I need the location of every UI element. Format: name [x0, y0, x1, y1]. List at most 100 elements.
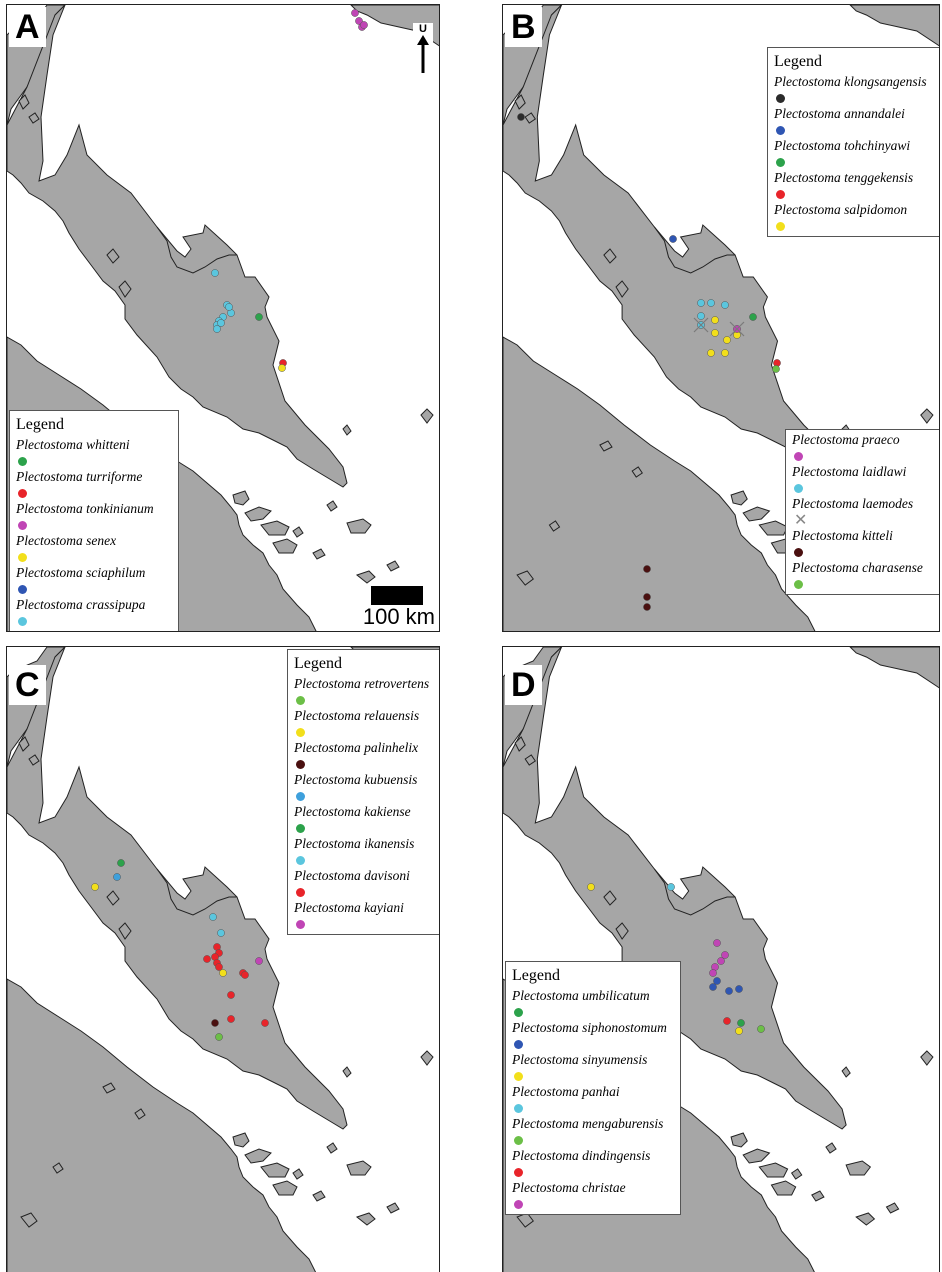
legend-dot-symbol [512, 1004, 674, 1020]
legend-item: Plectostoma davisoni [294, 868, 434, 900]
occurrence-marker [217, 929, 225, 937]
legend-dot-icon [18, 488, 27, 498]
legend-dot-symbol [294, 724, 434, 740]
occurrence-marker [737, 1019, 745, 1027]
occurrence-marker [713, 939, 721, 947]
legend: Legend Plectostoma retrovertens Plectosto… [287, 649, 439, 935]
panel-label: A [9, 7, 46, 47]
land-shape [28, 754, 40, 766]
land-shape [260, 1162, 290, 1178]
legend-dot-icon [296, 759, 305, 769]
land-shape [855, 1212, 876, 1226]
legend-species-name: Plectostoma ikanensis [294, 836, 415, 851]
land-shape [52, 1162, 64, 1174]
land-shape [603, 248, 617, 264]
land-shape [292, 526, 304, 538]
occurrence-marker [711, 316, 719, 324]
north-arrow-icon [417, 35, 429, 73]
land-shape [420, 1050, 434, 1066]
legend-continued: Plectostoma praeco Plectostoma laidlawi Pl… [785, 429, 939, 595]
legend-dot-symbol [294, 820, 434, 836]
legend-item: Plectostoma turriforme [16, 469, 172, 501]
legend-dot-icon [794, 547, 803, 557]
land-shape [355, 570, 376, 584]
legend-dot-symbol [294, 692, 434, 708]
land-shape [920, 408, 934, 424]
land-shape [355, 1212, 376, 1226]
legend-item: Plectostoma siphonostomum [512, 1020, 674, 1052]
border-line [156, 868, 237, 916]
occurrence-marker [757, 1025, 765, 1033]
legend-item: Plectostoma laemodes ✕ [792, 496, 934, 528]
legend-species-name: Plectostoma christae [512, 1180, 626, 1195]
land-shape [18, 736, 30, 752]
occurrence-marker [587, 883, 595, 891]
legend-dot-icon [514, 1135, 523, 1145]
legend-species-name: Plectostoma sciaphilum [16, 565, 146, 580]
legend-dot-icon [514, 1039, 523, 1049]
legend-item: Plectostoma sinyumensis [512, 1052, 674, 1084]
land-shape [350, 5, 439, 47]
occurrence-marker [717, 957, 725, 965]
legend-dot-icon [514, 1103, 523, 1113]
legend-dot-symbol [294, 756, 434, 772]
legend-dot-symbol [16, 581, 172, 597]
occurrence-marker [721, 349, 729, 357]
occurrence-marker [772, 365, 780, 373]
land-shape [244, 1148, 272, 1164]
land-shape [326, 500, 338, 512]
legend-item: Plectostoma kitteli [792, 528, 934, 560]
legend-dot-icon [776, 221, 785, 231]
legend-item: Plectostoma klongsangensis [774, 74, 934, 106]
legend-dot-symbol [16, 613, 172, 629]
legend-item: Plectostoma kubuensis [294, 772, 434, 804]
occurrence-marker [707, 349, 715, 357]
legend-dot-icon [18, 552, 27, 562]
legend-species-name: Plectostoma umbilicatum [512, 988, 650, 1003]
border-line [156, 226, 237, 274]
land-shape [312, 1190, 326, 1202]
land-shape [118, 922, 132, 940]
land-shape [7, 978, 317, 1272]
land-shape [920, 1050, 934, 1066]
legend: Legend Plectostoma whitteni Plectostoma t… [9, 410, 179, 631]
legend-dot-symbol [294, 916, 434, 932]
legend-item: Plectostoma relauensis [294, 708, 434, 740]
legend-species-name: Plectostoma tenggekensis [774, 170, 914, 185]
legend-cross-symbol: ✕ [792, 512, 934, 528]
legend-item: Plectostoma tohchinyawi [774, 138, 934, 170]
legend-title: Legend [16, 416, 64, 433]
occurrence-marker [735, 1027, 743, 1035]
occurrence-marker [669, 235, 677, 243]
occurrence-marker [209, 913, 217, 921]
legend-dot-icon [18, 616, 27, 626]
legend-item: Plectostoma laidlawi [792, 464, 934, 496]
legend-item: Plectostoma dindingensis [512, 1148, 674, 1180]
legend-dot-symbol [16, 453, 172, 469]
occurrence-marker [113, 873, 121, 881]
occurrence-cross-marker [693, 317, 709, 333]
land-shape [885, 1202, 900, 1214]
land-shape [615, 922, 629, 940]
land-shape [232, 1132, 250, 1148]
legend-dot-symbol [792, 544, 934, 560]
occurrence-marker [517, 113, 525, 121]
legend-species-name: Plectostoma panhai [512, 1084, 620, 1099]
legend-dot-icon [794, 483, 803, 493]
land-shape [386, 1202, 400, 1214]
occurrence-marker [203, 955, 211, 963]
legend-item: Plectostoma retrovertens [294, 676, 434, 708]
land-shape [346, 518, 372, 534]
north-arrow: U [413, 23, 433, 78]
legend-item: Plectostoma sciaphilum [16, 565, 172, 597]
legend-dot-icon [776, 93, 785, 103]
legend-dot-icon [296, 823, 305, 833]
occurrence-marker [215, 1033, 223, 1041]
land-shape [260, 520, 290, 536]
occurrence-marker [360, 21, 368, 29]
legend-species-name: Plectostoma relauensis [294, 708, 420, 723]
legend-item: Plectostoma praeco [792, 432, 934, 464]
land-shape [849, 5, 939, 47]
map-c [7, 647, 439, 1272]
land-shape [790, 1168, 803, 1180]
